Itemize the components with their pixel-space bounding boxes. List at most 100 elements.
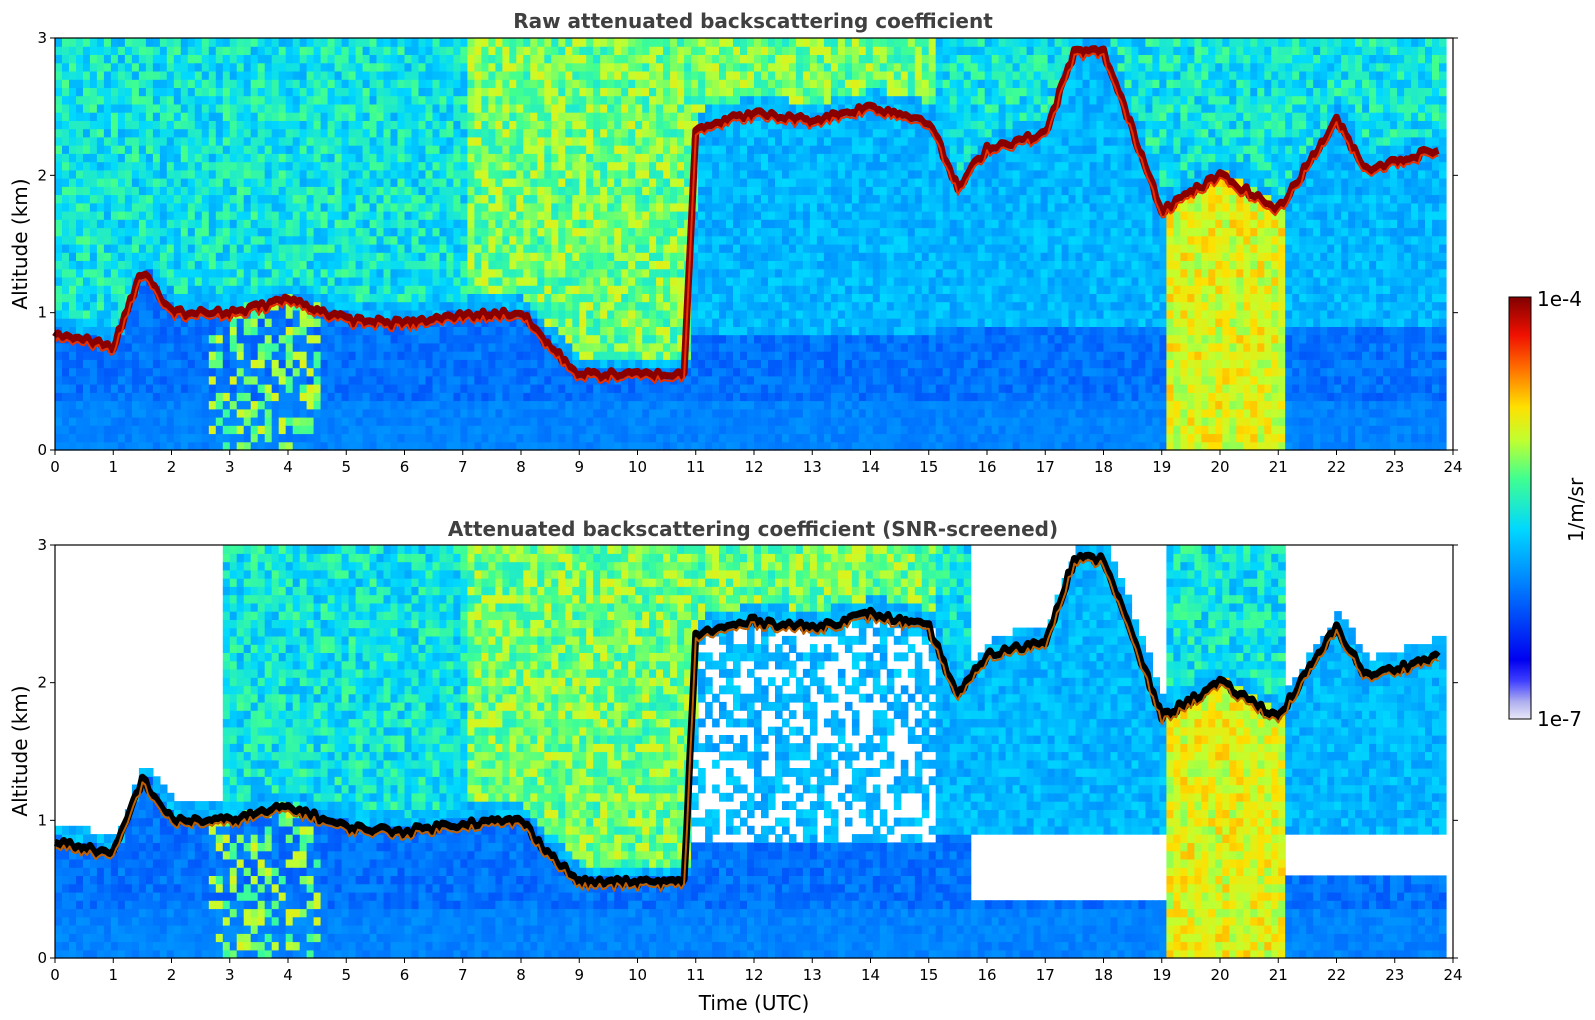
field-cell [453, 342, 461, 352]
field-cell [131, 153, 140, 163]
field-cell [194, 408, 203, 418]
field-cell [502, 367, 510, 377]
field-cell [404, 367, 413, 377]
field-cell [614, 408, 622, 418]
field-cell [341, 285, 350, 294]
field-cell [621, 211, 629, 220]
field-cell [516, 153, 524, 163]
field-cell [55, 38, 63, 47]
field-cell [670, 38, 678, 47]
field-cell [593, 268, 601, 278]
field-cell [83, 293, 91, 303]
field-cell [481, 227, 489, 237]
field-cell [509, 408, 517, 418]
field-cell [516, 95, 524, 105]
field-cell [628, 351, 636, 360]
field-cell [117, 252, 126, 261]
field-cell [69, 441, 77, 451]
field-cell [194, 375, 203, 385]
field-cell [89, 54, 98, 64]
field-cell [292, 392, 301, 402]
field-cell [642, 252, 650, 261]
field-cell [649, 136, 657, 146]
field-cell [439, 334, 448, 344]
field-cell [558, 375, 566, 385]
field-cell [530, 136, 538, 146]
field-cell [439, 186, 448, 196]
field-cell [586, 153, 594, 163]
field-cell [670, 342, 678, 352]
field-cell [103, 120, 112, 130]
field-cell [614, 38, 622, 47]
field-cell [481, 112, 489, 121]
field-cell [677, 342, 685, 352]
field-cell [614, 425, 622, 435]
field-cell [397, 417, 406, 426]
field-cell [236, 285, 245, 294]
field-cell [355, 169, 364, 179]
field-cell [635, 244, 643, 253]
field-cell [495, 392, 503, 402]
field-cell [670, 235, 678, 245]
field-cell [600, 351, 608, 360]
field-cell [250, 244, 259, 253]
field-cell [677, 136, 685, 146]
field-cell [684, 103, 692, 113]
field-cell [705, 194, 713, 204]
field-cell [516, 79, 524, 88]
field-cell [712, 351, 720, 360]
field-cell [565, 252, 573, 261]
field-cell [152, 326, 161, 336]
field-cell [530, 54, 538, 64]
field-cell [747, 342, 755, 352]
field-cell [306, 87, 315, 97]
field-cell [110, 153, 119, 163]
field-cell [313, 425, 322, 435]
field-cell [292, 252, 301, 261]
field-cell [488, 384, 496, 393]
field-cell [383, 334, 392, 344]
field-cell [69, 87, 77, 97]
field-cell [194, 71, 203, 80]
field-cell [83, 367, 91, 377]
field-cell [187, 120, 196, 130]
field-cell [530, 103, 538, 113]
field-cell [89, 136, 98, 146]
field-cell [537, 441, 545, 451]
field-cell [397, 161, 406, 171]
field-cell [705, 268, 713, 278]
field-cell [684, 425, 692, 435]
field-cell [614, 161, 622, 171]
field-cell [635, 277, 643, 286]
field-cell [215, 46, 224, 55]
field-cell [698, 408, 706, 418]
field-cell [376, 103, 385, 113]
field-cell [369, 277, 378, 286]
field-cell [747, 169, 755, 179]
field-cell [537, 161, 545, 171]
field-cell [201, 219, 210, 229]
field-cell [138, 326, 147, 336]
field-cell [390, 211, 399, 220]
field-cell [635, 375, 643, 385]
field-cell [530, 71, 538, 80]
field-cell [481, 367, 489, 377]
field-cell [418, 244, 427, 253]
field-cell [327, 375, 336, 385]
field-cell [565, 178, 573, 187]
field-cell [138, 219, 147, 229]
field-cell [418, 351, 427, 360]
field-cell [404, 153, 413, 163]
field-cell [558, 293, 566, 303]
field-cell [600, 145, 608, 154]
field-cell [439, 433, 448, 443]
field-cell [334, 112, 343, 121]
field-cell [145, 46, 154, 55]
field-cell [432, 211, 441, 220]
field-cell [453, 87, 461, 97]
field-cell [712, 136, 720, 146]
field-cell [334, 202, 343, 212]
field-cell [278, 202, 287, 212]
field-cell [628, 318, 636, 327]
field-cell [663, 334, 671, 344]
